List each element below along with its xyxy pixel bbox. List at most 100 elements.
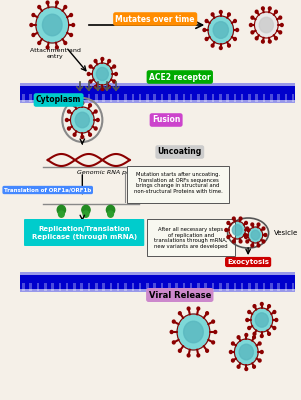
Circle shape — [70, 34, 73, 36]
Circle shape — [67, 110, 70, 113]
Circle shape — [108, 86, 110, 88]
Circle shape — [232, 225, 242, 235]
FancyBboxPatch shape — [44, 94, 47, 102]
FancyBboxPatch shape — [175, 283, 178, 291]
Text: Attachment and
entry: Attachment and entry — [29, 48, 80, 59]
FancyBboxPatch shape — [88, 283, 90, 291]
FancyBboxPatch shape — [226, 94, 229, 102]
Circle shape — [246, 227, 249, 230]
FancyBboxPatch shape — [66, 283, 68, 291]
Circle shape — [228, 13, 230, 16]
FancyBboxPatch shape — [161, 283, 163, 291]
Text: Mutates over time: Mutates over time — [116, 14, 195, 24]
FancyBboxPatch shape — [51, 94, 54, 102]
Circle shape — [260, 350, 263, 354]
FancyBboxPatch shape — [117, 94, 119, 102]
Circle shape — [197, 307, 200, 310]
Text: Vesicle: Vesicle — [274, 230, 298, 236]
Circle shape — [64, 6, 67, 8]
Circle shape — [239, 240, 242, 243]
FancyBboxPatch shape — [73, 94, 76, 102]
Circle shape — [94, 60, 97, 62]
FancyBboxPatch shape — [226, 283, 229, 291]
Circle shape — [248, 227, 263, 243]
Circle shape — [258, 359, 261, 362]
FancyBboxPatch shape — [124, 94, 127, 102]
FancyBboxPatch shape — [110, 283, 112, 291]
Circle shape — [205, 20, 208, 22]
Circle shape — [66, 118, 68, 122]
Circle shape — [56, 46, 58, 49]
Circle shape — [46, 46, 49, 49]
Circle shape — [206, 312, 209, 315]
FancyBboxPatch shape — [132, 94, 134, 102]
Circle shape — [205, 38, 208, 40]
FancyBboxPatch shape — [80, 94, 83, 102]
FancyBboxPatch shape — [88, 94, 90, 102]
FancyBboxPatch shape — [22, 283, 25, 291]
Circle shape — [184, 321, 203, 343]
Circle shape — [101, 58, 104, 60]
Circle shape — [239, 217, 242, 220]
FancyBboxPatch shape — [292, 94, 294, 102]
FancyBboxPatch shape — [212, 283, 214, 291]
Circle shape — [89, 104, 92, 107]
Circle shape — [227, 236, 230, 238]
Circle shape — [251, 223, 254, 226]
Circle shape — [229, 350, 232, 354]
FancyBboxPatch shape — [37, 283, 39, 291]
Circle shape — [273, 310, 276, 314]
FancyBboxPatch shape — [270, 283, 272, 291]
Circle shape — [275, 318, 278, 322]
FancyBboxPatch shape — [256, 283, 258, 291]
Circle shape — [96, 67, 108, 81]
Circle shape — [187, 307, 190, 310]
Circle shape — [70, 14, 73, 16]
Circle shape — [30, 24, 33, 26]
Circle shape — [251, 308, 273, 332]
FancyBboxPatch shape — [248, 94, 251, 102]
Circle shape — [108, 211, 113, 217]
Circle shape — [214, 330, 217, 334]
Circle shape — [244, 234, 247, 236]
Text: Replication/Translation
Replicase (through mRNA): Replication/Translation Replicase (throu… — [32, 226, 137, 240]
Circle shape — [67, 127, 70, 130]
Circle shape — [81, 102, 84, 104]
Circle shape — [237, 365, 240, 368]
Circle shape — [211, 13, 214, 16]
FancyBboxPatch shape — [95, 94, 98, 102]
Circle shape — [32, 34, 35, 36]
Circle shape — [255, 313, 268, 327]
Circle shape — [38, 42, 41, 44]
Circle shape — [187, 354, 190, 357]
Circle shape — [38, 6, 41, 8]
Circle shape — [73, 133, 76, 136]
FancyBboxPatch shape — [20, 272, 295, 292]
Circle shape — [203, 28, 206, 32]
Circle shape — [275, 10, 277, 13]
FancyBboxPatch shape — [20, 100, 295, 103]
Circle shape — [107, 205, 115, 214]
FancyBboxPatch shape — [234, 283, 236, 291]
FancyBboxPatch shape — [219, 94, 222, 102]
Circle shape — [75, 112, 89, 128]
FancyBboxPatch shape — [204, 283, 207, 291]
Text: After all necessary steps
of replication and
translations through mRNA,
new vari: After all necessary steps of replication… — [154, 227, 228, 249]
FancyBboxPatch shape — [219, 283, 222, 291]
Circle shape — [254, 12, 278, 38]
Circle shape — [57, 205, 66, 214]
FancyBboxPatch shape — [277, 283, 280, 291]
Circle shape — [89, 65, 92, 68]
Circle shape — [257, 244, 260, 247]
Circle shape — [46, 1, 49, 4]
Circle shape — [36, 7, 69, 43]
FancyBboxPatch shape — [80, 283, 83, 291]
Circle shape — [253, 365, 256, 368]
FancyBboxPatch shape — [182, 94, 185, 102]
Circle shape — [268, 332, 270, 335]
FancyBboxPatch shape — [124, 283, 127, 291]
Circle shape — [72, 24, 75, 26]
Text: Uncoating: Uncoating — [158, 148, 202, 156]
Circle shape — [32, 14, 35, 16]
Circle shape — [279, 31, 282, 34]
